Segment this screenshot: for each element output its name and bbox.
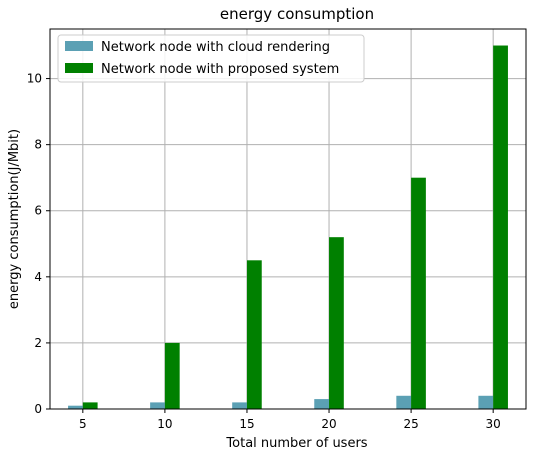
x-axis-label: Total number of users	[225, 436, 367, 451]
bar-cloud-rendering-30	[478, 395, 494, 409]
y-tick-label: 2	[34, 336, 42, 350]
x-tick-label: 15	[239, 417, 254, 431]
bar-cloud-rendering-20	[314, 399, 330, 409]
y-tick-label: 4	[34, 270, 42, 284]
x-tick-label: 30	[486, 417, 501, 431]
legend-label-cloud-rendering: Network node with cloud rendering	[101, 40, 330, 55]
legend-swatch-cloud-rendering	[65, 41, 93, 51]
chart-title: energy consumption	[220, 5, 374, 23]
bar-proposed-system-15	[246, 260, 262, 409]
legend-box	[57, 34, 365, 83]
y-tick-label: 6	[34, 204, 42, 218]
bar-layer	[68, 45, 508, 410]
legend-swatch-proposed-system	[65, 63, 93, 73]
y-axis-label: energy consumption(J/Mbit)	[7, 129, 22, 309]
bar-proposed-system-10	[164, 342, 180, 409]
legend: Network node with cloud rendering Networ…	[57, 34, 365, 83]
x-tick-label: 5	[79, 417, 87, 431]
x-tick-label: 20	[321, 417, 336, 431]
bar-cloud-rendering-10	[150, 402, 165, 409]
bar-proposed-system-25	[411, 177, 426, 409]
x-axis-ticks: 5 10 15 20 25 30	[79, 409, 501, 431]
y-tick-label: 8	[34, 138, 42, 152]
legend-label-proposed-system: Network node with proposed system	[101, 62, 339, 77]
bar-cloud-rendering-5	[68, 405, 83, 409]
x-tick-label: 25	[403, 417, 418, 431]
grid-lines	[50, 29, 526, 410]
x-tick-label: 10	[157, 417, 172, 431]
bar-cloud-rendering-25	[396, 395, 412, 409]
bar-proposed-system-5	[82, 402, 98, 409]
bar-proposed-system-20	[329, 237, 344, 409]
bar-cloud-rendering-15	[232, 402, 247, 409]
y-tick-label: 10	[27, 72, 42, 86]
y-tick-label: 0	[34, 402, 42, 416]
y-axis-ticks: 0 2 4 6 8 10	[27, 72, 50, 416]
plot-frame	[49, 28, 527, 410]
bar-proposed-system-30	[493, 45, 508, 410]
